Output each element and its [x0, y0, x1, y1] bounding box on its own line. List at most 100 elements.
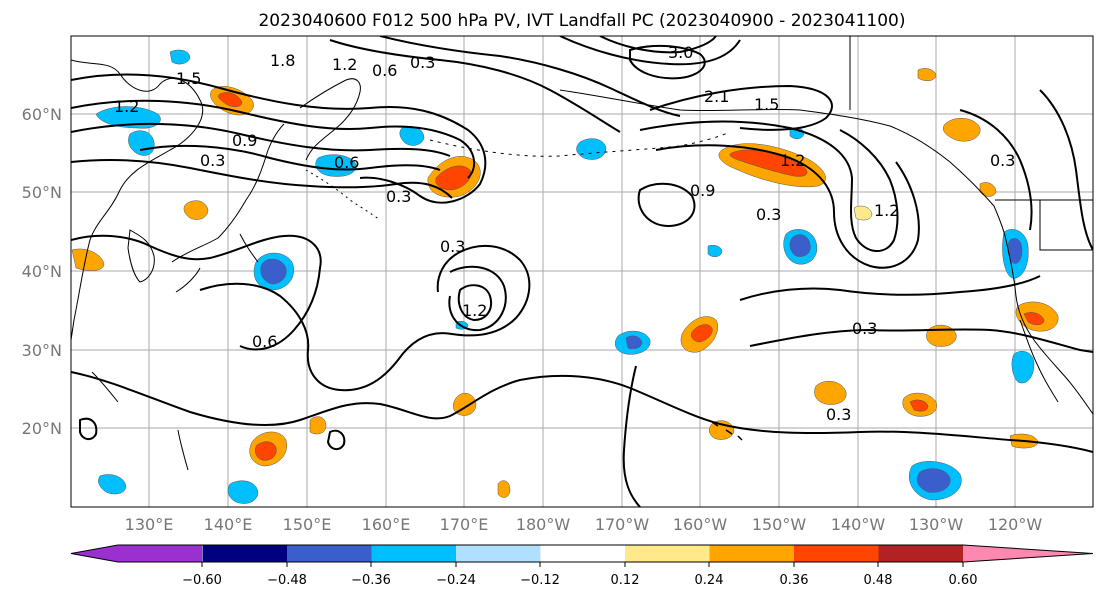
ivt-negative-core — [260, 258, 287, 285]
north-america-coastline — [1005, 239, 1093, 415]
colorbar-label: −0.48 — [267, 573, 307, 588]
ivt-negative-patch — [576, 138, 607, 160]
ivt-negative-patch — [707, 245, 723, 257]
lon-label: 140°E — [204, 515, 253, 534]
pv-contour — [79, 417, 98, 440]
pv-contour — [959, 109, 1033, 231]
pv-contour — [622, 365, 641, 507]
korea-coastline — [127, 229, 155, 283]
pv-contour — [71, 234, 322, 351]
ivt-positive-patch — [853, 205, 873, 221]
ivt-negative-patch — [98, 474, 127, 495]
ivt-negative-core — [917, 468, 951, 493]
contour-label: 1.8 — [270, 51, 295, 70]
colorbar-swatch — [709, 545, 795, 562]
ivt-positive-patch — [814, 380, 847, 405]
pv-contours — [71, 36, 1093, 507]
pv-contour — [599, 36, 717, 54]
contour-label: 1.2 — [114, 97, 139, 116]
contour-label: 0.3 — [440, 237, 465, 256]
colorbar-swatch — [878, 545, 964, 562]
colorbar-extend-max — [963, 545, 1093, 562]
lon-label: 150°E — [283, 515, 332, 534]
contour-label: 0.3 — [990, 151, 1015, 170]
contour-label: 0.9 — [690, 181, 715, 200]
pv-contour — [199, 244, 531, 392]
colorbar-swatches — [70, 544, 1094, 563]
pv-contour — [71, 122, 451, 157]
ivt-positive-patch — [309, 416, 327, 435]
ivt-positive-patch — [183, 200, 209, 220]
colorbar-swatch — [371, 545, 457, 562]
ivt-positive-patch — [979, 182, 997, 197]
contour-label: 0.3 — [826, 405, 851, 424]
lon-label: 170°W — [595, 515, 650, 534]
map-panel: 0.3 0.6 0.9 1.2 1.5 1.8 2.1 3.0 1.2 0.3 … — [22, 35, 1094, 534]
contour-label: 0.6 — [372, 61, 397, 80]
colorbar-swatch — [118, 545, 202, 562]
lon-label: 160°E — [362, 515, 411, 534]
lon-label: 130°W — [909, 515, 964, 534]
contour-label: 1.5 — [176, 69, 201, 88]
pv-contour — [71, 73, 487, 204]
colorbar-label: −0.12 — [520, 573, 560, 588]
figure-title: 2023040600 F012 500 hPa PV, IVT Landfall… — [258, 11, 905, 31]
latitude-labels: 60°N 50°N 40°N 30°N 20°N — [22, 105, 62, 438]
ivt-positive-core — [691, 324, 713, 343]
ivt-negative-patch — [1011, 351, 1035, 384]
contour-label: 0.9 — [232, 131, 257, 150]
pv-contour — [1039, 89, 1093, 251]
pv-contour — [329, 39, 621, 133]
contour-label: 0.6 — [252, 332, 277, 351]
colorbar-labels: −0.60 −0.48 −0.36 −0.24 −0.12 0.12 0.24 … — [182, 573, 977, 588]
colorbar-extend-min — [71, 545, 118, 562]
colorbar-label: 0.60 — [949, 573, 978, 588]
contour-label: 1.2 — [332, 55, 357, 74]
ivt-negative-patch — [315, 154, 357, 177]
pv-contour — [655, 144, 920, 269]
contour-label: 2.1 — [704, 87, 729, 106]
lon-label: 120°W — [988, 515, 1043, 534]
lon-label: 140°W — [831, 515, 886, 534]
lon-label: 150°W — [752, 515, 807, 534]
contour-labels: 0.3 0.6 0.9 1.2 1.5 1.8 2.1 3.0 1.2 0.3 … — [114, 43, 1015, 424]
lat-label: 60°N — [22, 105, 62, 124]
colorbar-label: 0.36 — [780, 573, 809, 588]
contour-label: 0.3 — [410, 53, 435, 72]
colorbar-swatch — [287, 545, 372, 562]
pv-contour — [639, 120, 899, 252]
ivt-positive-core — [435, 165, 472, 191]
ivt-negative-patch — [227, 480, 259, 504]
ivt-positive-core — [909, 399, 929, 412]
colorbar-swatch — [625, 545, 710, 562]
colorbar-swatch — [794, 545, 879, 562]
colorbar-label: 0.12 — [611, 573, 640, 588]
ivt-positive-core — [218, 92, 243, 107]
pv-contour — [71, 371, 1093, 453]
ivt-negative-core — [625, 335, 643, 349]
contour-label: 1.2 — [462, 301, 487, 320]
ivt-negative-core — [789, 234, 811, 257]
colorbar-swatch — [540, 545, 626, 562]
ivt-negative-patch — [169, 49, 191, 65]
colorbar-label: −0.24 — [436, 573, 476, 588]
pv-contour — [326, 429, 346, 450]
contour-label: 3.0 — [668, 43, 693, 62]
pv-contour — [448, 265, 507, 332]
coastlines — [71, 36, 1093, 471]
colorbar-swatch — [202, 545, 288, 562]
contour-label: 0.6 — [334, 153, 359, 172]
colorbar-label: −0.60 — [182, 573, 222, 588]
ivt-positive-patch — [926, 324, 957, 347]
longitude-labels: 130°E 140°E 150°E 160°E 170°E 180°W 170°… — [125, 515, 1043, 534]
contour-label: 0.3 — [756, 205, 781, 224]
lon-label: 180°W — [516, 515, 571, 534]
lon-label: 130°E — [125, 515, 174, 534]
graticule — [71, 36, 1093, 507]
alaska-coastline — [559, 89, 1007, 241]
contour-label: 0.3 — [852, 319, 877, 338]
pv-contour — [71, 99, 476, 179]
lon-label: 160°W — [673, 515, 728, 534]
pv-contour — [71, 159, 453, 199]
lat-label: 30°N — [22, 341, 62, 360]
